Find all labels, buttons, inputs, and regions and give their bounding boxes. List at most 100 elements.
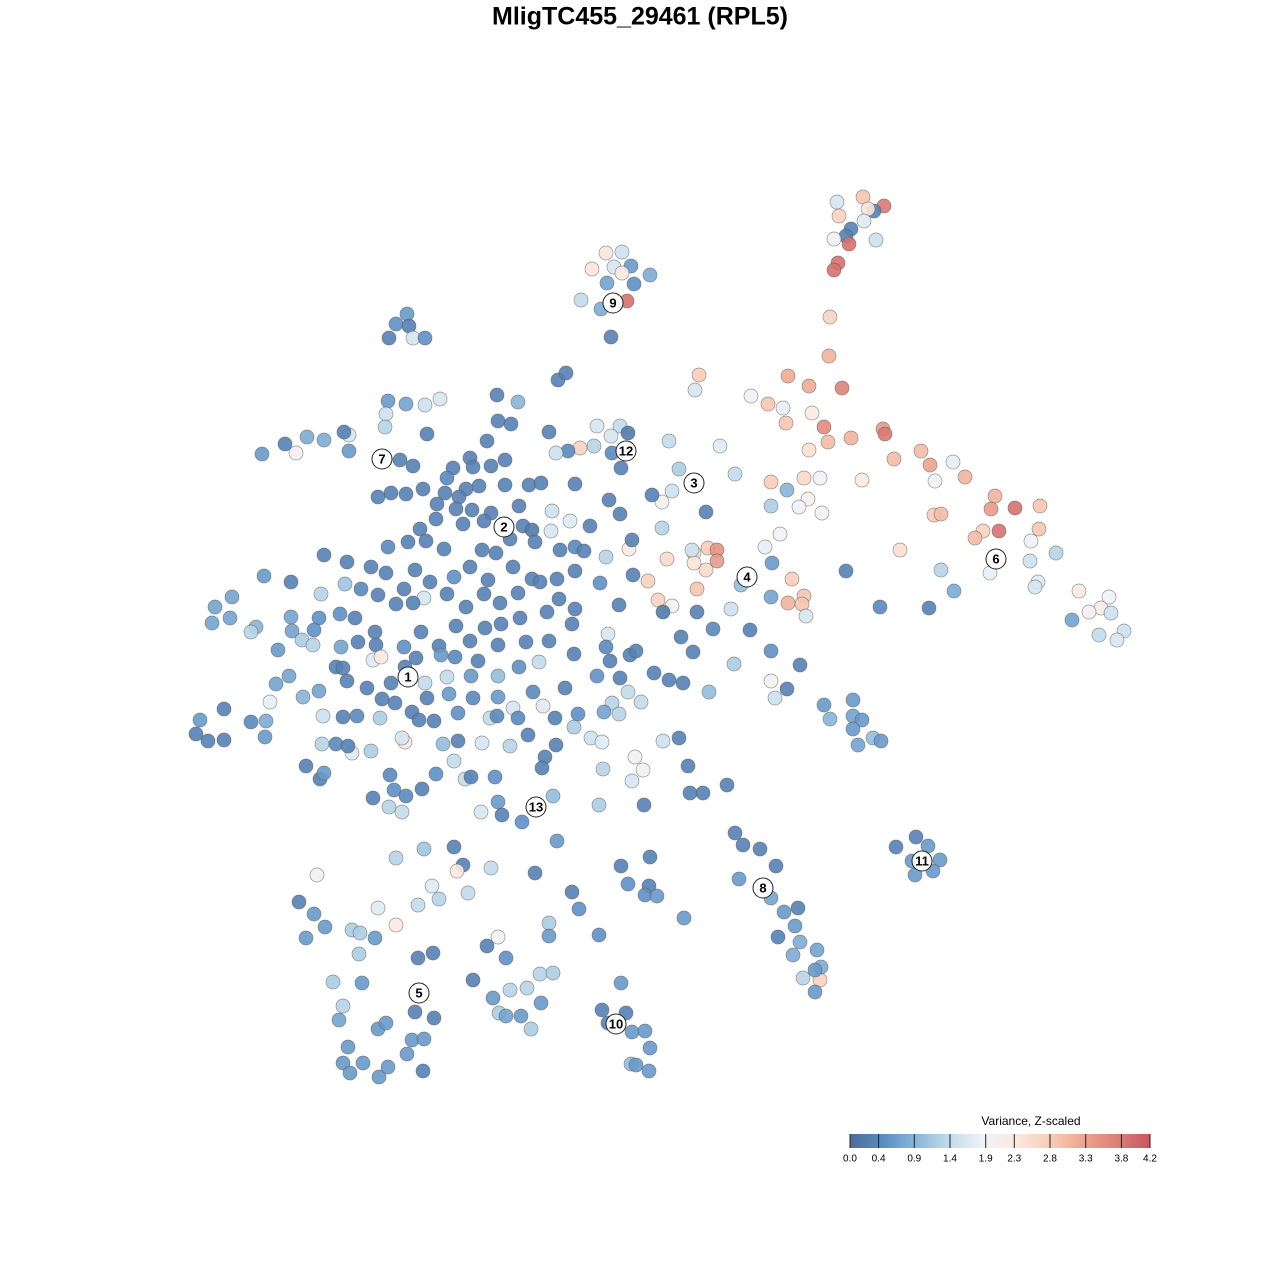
point — [804, 405, 820, 421]
point — [534, 760, 550, 776]
point — [624, 773, 640, 789]
point — [596, 704, 612, 720]
point — [412, 521, 428, 537]
point — [396, 639, 412, 655]
point — [545, 788, 561, 804]
point — [987, 488, 1003, 504]
colorbar-title: Variance, Z-scaled — [981, 1114, 1080, 1128]
point — [416, 1031, 432, 1047]
point — [611, 706, 627, 722]
point — [373, 649, 389, 665]
point — [798, 608, 814, 624]
point — [628, 1057, 644, 1073]
point — [519, 980, 535, 996]
point — [485, 990, 501, 1006]
point — [462, 559, 478, 575]
point — [387, 695, 403, 711]
point — [490, 929, 506, 945]
point — [200, 733, 216, 749]
cluster-label: 12 — [619, 443, 633, 458]
point — [388, 850, 404, 866]
point — [354, 975, 370, 991]
point — [258, 713, 274, 729]
point — [381, 799, 397, 815]
point — [834, 380, 850, 396]
cluster-label: 1 — [404, 669, 411, 684]
point — [591, 927, 607, 943]
point — [1032, 498, 1048, 514]
point — [888, 839, 904, 855]
point — [1091, 627, 1107, 643]
point — [388, 316, 404, 332]
point — [838, 563, 854, 579]
point — [305, 637, 321, 653]
point — [562, 513, 578, 529]
point — [661, 433, 677, 449]
point — [419, 426, 435, 442]
point — [792, 934, 808, 950]
point — [573, 292, 589, 308]
point — [787, 918, 803, 934]
point — [188, 726, 204, 742]
point — [784, 571, 800, 587]
point — [224, 589, 240, 605]
point — [367, 930, 383, 946]
point — [843, 430, 859, 446]
point — [908, 829, 924, 845]
cluster-label: 2 — [500, 519, 507, 534]
point — [204, 615, 220, 631]
point — [446, 569, 462, 585]
point — [763, 673, 779, 689]
point — [807, 962, 823, 978]
point — [613, 975, 629, 991]
point — [498, 1008, 514, 1024]
point — [336, 424, 352, 440]
point — [570, 706, 586, 722]
colorbar-tick-label: 1.4 — [943, 1154, 957, 1165]
point — [311, 683, 327, 699]
point — [483, 458, 499, 474]
point — [598, 549, 614, 565]
point — [644, 487, 660, 503]
cluster-marker — [752, 877, 774, 899]
points-layer — [188, 189, 1132, 1085]
point — [490, 668, 506, 684]
point — [256, 568, 272, 584]
point — [661, 672, 677, 688]
point — [877, 426, 893, 442]
point — [436, 541, 452, 557]
point — [654, 520, 670, 536]
point — [763, 498, 779, 514]
point — [551, 591, 567, 607]
point — [429, 496, 445, 512]
point — [216, 732, 232, 748]
point — [801, 378, 817, 394]
point — [424, 878, 440, 894]
point — [518, 634, 534, 650]
point — [355, 1055, 371, 1071]
point — [399, 306, 415, 322]
point — [780, 368, 796, 384]
point — [620, 684, 636, 700]
point — [790, 900, 806, 916]
point — [957, 469, 973, 485]
point — [892, 542, 908, 558]
point — [316, 432, 332, 448]
point — [446, 839, 462, 855]
point — [701, 684, 717, 700]
point — [439, 586, 455, 602]
point — [671, 730, 687, 746]
point — [626, 276, 642, 292]
point — [816, 697, 832, 713]
point — [598, 245, 614, 261]
point — [411, 712, 427, 728]
point — [742, 622, 758, 638]
point — [686, 555, 702, 571]
point — [933, 562, 949, 578]
point — [262, 694, 278, 710]
point — [342, 1065, 358, 1081]
point — [513, 1008, 529, 1024]
point — [689, 581, 705, 597]
point — [417, 330, 433, 346]
